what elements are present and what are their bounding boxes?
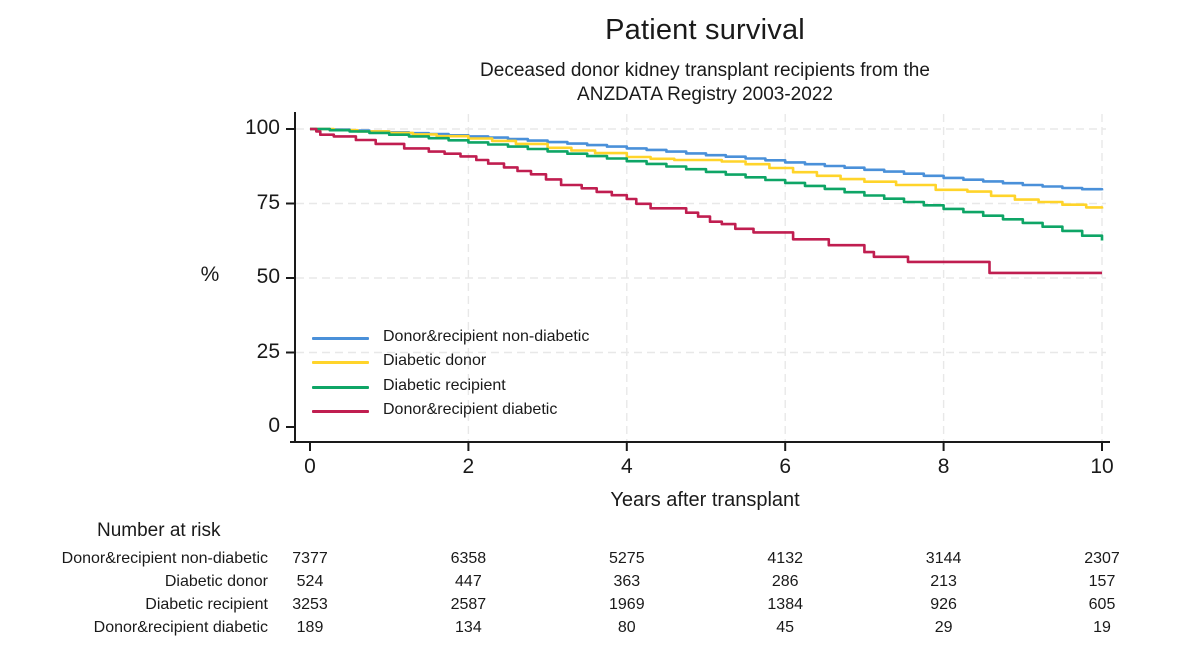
survival-curve-diabetic-recipient — [310, 127, 1104, 241]
y-tick-label: 25 — [256, 339, 280, 363]
y-tick-label: 0 — [268, 414, 280, 437]
y-axis-title: % — [200, 263, 220, 286]
legend-swatch — [312, 361, 369, 364]
risk-row-label: Donor&recipient diabetic — [93, 619, 268, 636]
chart-subtitle-line-1: Deceased donor kidney transplant recipie… — [480, 60, 930, 81]
legend-swatch — [312, 337, 369, 340]
legend-label: Donor&recipient non-diabetic — [383, 328, 590, 345]
survival-curve-donor-recipient-diabetic — [310, 127, 1102, 275]
risk-count: 3253 — [292, 596, 328, 613]
y-tick-label: 100 — [244, 116, 280, 139]
risk-count: 2307 — [1084, 550, 1120, 567]
risk-count: 7377 — [292, 550, 328, 567]
risk-count: 134 — [455, 619, 482, 636]
x-tick-label: 0 — [304, 455, 316, 478]
risk-count: 5275 — [609, 550, 645, 567]
risk-count: 29 — [934, 619, 953, 636]
risk-count: 3144 — [925, 550, 962, 567]
x-tick-label: 2 — [462, 455, 475, 478]
risk-count: 80 — [617, 619, 636, 636]
risk-row-label: Diabetic donor — [164, 573, 268, 590]
risk-count: 213 — [930, 573, 957, 590]
risk-count: 926 — [930, 596, 957, 613]
risk-count: 2587 — [450, 596, 487, 613]
risk-count: 1969 — [609, 596, 645, 613]
survival-curve-diabetic-donor — [310, 127, 1104, 209]
x-tick-label: 10 — [1090, 455, 1114, 478]
x-tick-label: 6 — [779, 455, 792, 478]
risk-count: 363 — [613, 573, 641, 590]
legend-swatch — [312, 386, 369, 389]
risk-row-label: Donor&recipient non-diabetic — [61, 550, 268, 567]
risk-count: 6358 — [450, 550, 487, 567]
risk-count: 286 — [771, 573, 799, 590]
legend-label: Diabetic donor — [383, 352, 487, 369]
x-axis-title: Years after transplant — [610, 489, 800, 511]
chart-subtitle-line-2: ANZDATA Registry 2003-2022 — [577, 84, 833, 105]
legend-label: Donor&recipient diabetic — [383, 401, 558, 418]
legend-swatch — [312, 410, 369, 413]
risk-count: 524 — [296, 573, 324, 590]
risk-count: 605 — [1088, 596, 1116, 613]
survival-curve-donor-recipient-non-diabetic — [310, 127, 1104, 191]
risk-count: 19 — [1093, 619, 1111, 636]
chart-title: Patient survival — [605, 14, 805, 46]
risk-count: 189 — [296, 619, 324, 636]
legend-label: Diabetic recipient — [383, 377, 506, 394]
risk-count: 157 — [1088, 573, 1116, 590]
y-tick-label: 50 — [256, 265, 280, 288]
risk-table-header: Number at risk — [97, 520, 221, 541]
risk-row-label: Diabetic recipient — [145, 596, 268, 613]
risk-count: 1384 — [767, 596, 803, 613]
risk-count: 45 — [776, 619, 795, 636]
x-tick-label: 8 — [937, 455, 950, 478]
y-tick-label: 75 — [256, 190, 280, 214]
x-tick-label: 4 — [620, 455, 633, 478]
risk-count: 4132 — [767, 550, 803, 567]
risk-count: 447 — [455, 573, 482, 590]
